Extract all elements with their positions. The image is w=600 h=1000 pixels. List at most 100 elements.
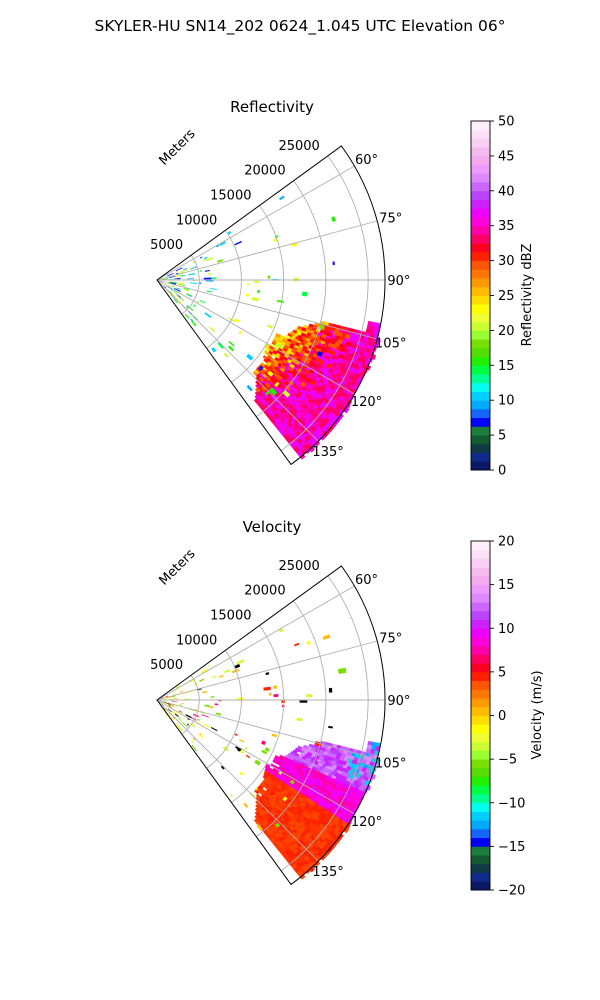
reflectivity-radial-tick-label: 5000 bbox=[150, 238, 183, 253]
velocity-colorbar-swatch bbox=[471, 828, 490, 839]
velocity-colorbar-swatch bbox=[471, 767, 490, 777]
velocity-colorbar-swatch bbox=[471, 706, 490, 716]
reflectivity-colorbar-swatch bbox=[471, 347, 490, 357]
reflectivity-radial-axis-label: Meters bbox=[157, 126, 199, 168]
velocity-colorbar-swatch bbox=[471, 671, 490, 682]
reflectivity-colorbar-swatch bbox=[471, 199, 490, 209]
reflectivity-colorbar-swatch bbox=[471, 260, 490, 270]
velocity-colorbar-swatch bbox=[471, 872, 490, 882]
velocity-echo-cells-14 bbox=[163, 634, 331, 832]
reflectivity-echo-cells-11 bbox=[161, 257, 299, 398]
velocity-colorbar-swatch bbox=[471, 549, 490, 559]
velocity-colorbar-swatch bbox=[471, 759, 490, 769]
velocity-range-ring-3 bbox=[256, 600, 327, 837]
velocity-colorbar-swatch bbox=[471, 837, 490, 847]
reflectivity-colorbar-swatch bbox=[471, 356, 490, 366]
reflectivity-angle-tick-label: 105° bbox=[375, 337, 406, 352]
velocity-colorbar-swatch bbox=[471, 846, 490, 856]
velocity-radial-tick-label: 20000 bbox=[244, 584, 285, 599]
velocity-spoke-1 bbox=[156, 640, 378, 701]
reflectivity-colorbar-tick-label: 45 bbox=[498, 149, 515, 164]
velocity-angle-tick-label: 105° bbox=[375, 757, 406, 772]
reflectivity-colorbar-swatch bbox=[471, 426, 490, 436]
reflectivity-colorbar-tick-label: 50 bbox=[498, 115, 515, 130]
velocity-colorbar-swatch bbox=[471, 715, 490, 725]
reflectivity-colorbar: 0 5 10 15 20 25 30 35 40 45 50 bbox=[470, 115, 515, 479]
reflectivity-colorbar-swatch bbox=[471, 243, 490, 253]
velocity-colorbar-swatch bbox=[471, 636, 490, 647]
velocity-colorbar-tick-label: −20 bbox=[498, 884, 525, 899]
velocity-angle-tick-label: 75° bbox=[379, 631, 402, 646]
velocity-spoke-5 bbox=[156, 699, 319, 862]
velocity-colorbar-tick-label: 15 bbox=[498, 578, 515, 593]
reflectivity-colorbar-swatch bbox=[471, 461, 490, 471]
velocity-colorbar-swatch bbox=[471, 811, 490, 821]
velocity-echo-cells-18 bbox=[163, 694, 285, 746]
velocity-colorbar-swatch bbox=[471, 724, 490, 734]
velocity-colorbar-swatch bbox=[471, 567, 490, 577]
velocity-radial-tick-label: 10000 bbox=[176, 633, 217, 648]
velocity-colorbar-label: Velocity (m/s) bbox=[530, 670, 545, 759]
reflectivity-axes-frame bbox=[156, 145, 386, 466]
reflectivity-colorbar-swatch bbox=[471, 164, 490, 174]
reflectivity-colorbar-tick-label: 35 bbox=[498, 219, 515, 234]
reflectivity-title: Reflectivity bbox=[230, 98, 314, 116]
velocity-colorbar-swatch bbox=[471, 741, 490, 751]
reflectivity-colorbar-swatch bbox=[471, 330, 490, 340]
reflectivity-colorbar-swatch bbox=[471, 251, 490, 262]
velocity-angle-tick-label: 60° bbox=[355, 573, 378, 588]
reflectivity-colorbar-tick-label: 0 bbox=[498, 464, 506, 479]
reflectivity-colorbar-swatch bbox=[471, 400, 490, 410]
velocity-colorbar-tick-label: 20 bbox=[498, 535, 515, 550]
reflectivity-colorbar-swatch bbox=[471, 391, 490, 401]
velocity-angle-tick-label: 120° bbox=[351, 815, 382, 830]
reflectivity-spoke-1 bbox=[156, 220, 378, 281]
reflectivity-angle-tick-label: 90° bbox=[387, 274, 410, 289]
reflectivity-colorbar-swatch bbox=[471, 234, 490, 244]
velocity-range-ring-2 bbox=[231, 625, 285, 803]
reflectivity-colorbar-swatch bbox=[471, 382, 490, 392]
reflectivity-polar-grid bbox=[156, 145, 386, 466]
velocity-colorbar-tick-label: 10 bbox=[498, 622, 515, 637]
reflectivity-colorbar-swatch bbox=[471, 321, 490, 331]
velocity-radial-tick-label: 5000 bbox=[150, 658, 183, 673]
velocity-panel: Velocity 5000 10000 15000 20000 25000 60° 75° 9… bbox=[150, 518, 545, 899]
reflectivity-colorbar-swatch bbox=[471, 278, 490, 288]
reflectivity-spoke-0 bbox=[156, 165, 355, 281]
reflectivity-colorbar-swatch bbox=[471, 408, 490, 419]
velocity-colorbar-swatch bbox=[471, 750, 490, 760]
reflectivity-angle-tick-label: 135° bbox=[312, 445, 343, 460]
velocity-colorbar-tick-label: −5 bbox=[498, 753, 517, 768]
velocity-echo-cells-15 bbox=[164, 627, 313, 798]
reflectivity-range-ring-4 bbox=[280, 155, 369, 452]
reflectivity-colorbar-tick-label: 30 bbox=[498, 254, 515, 269]
velocity-echo-cells-6 bbox=[348, 753, 371, 786]
velocity-axis-labels: 5000 10000 15000 20000 25000 60° 75° 90° 105° 120… bbox=[150, 559, 410, 880]
reflectivity-spoke-5 bbox=[156, 279, 319, 442]
velocity-echo-cells-17 bbox=[162, 663, 333, 770]
reflectivity-colorbar-swatch bbox=[471, 225, 490, 235]
velocity-range-ring-1 bbox=[206, 650, 242, 769]
velocity-range-ring-4 bbox=[280, 575, 369, 872]
reflectivity-colorbar-swatch bbox=[471, 312, 490, 323]
reflectivity-radial-tick-label: 25000 bbox=[278, 139, 319, 154]
velocity-range-ring-0 bbox=[181, 674, 200, 735]
reflectivity-echo-layer bbox=[161, 195, 382, 460]
velocity-colorbar-swatch bbox=[471, 785, 490, 795]
velocity-colorbar-swatch bbox=[471, 584, 490, 594]
velocity-spoke-4 bbox=[156, 699, 355, 815]
reflectivity-colorbar-swatch bbox=[471, 417, 490, 427]
reflectivity-range-ring-1 bbox=[206, 230, 242, 349]
velocity-colorbar-swatch bbox=[471, 558, 490, 568]
velocity-colorbar-swatch bbox=[471, 698, 490, 708]
reflectivity-colorbar-label: Reflectivity dBZ bbox=[520, 244, 535, 347]
reflectivity-range-ring-2 bbox=[231, 205, 285, 383]
reflectivity-colorbar-swatch bbox=[471, 147, 490, 157]
velocity-radial-axis-label: Meters bbox=[157, 546, 199, 588]
velocity-colorbar: −20 −15 −10 −5 0 5 10 15 20 bbox=[470, 535, 525, 899]
reflectivity-colorbar-swatch bbox=[471, 190, 490, 200]
velocity-title: Velocity bbox=[243, 518, 302, 536]
reflectivity-colorbar-swatch bbox=[471, 365, 490, 375]
velocity-radial-tick-label: 25000 bbox=[278, 559, 319, 574]
reflectivity-colorbar-swatch bbox=[471, 435, 490, 445]
